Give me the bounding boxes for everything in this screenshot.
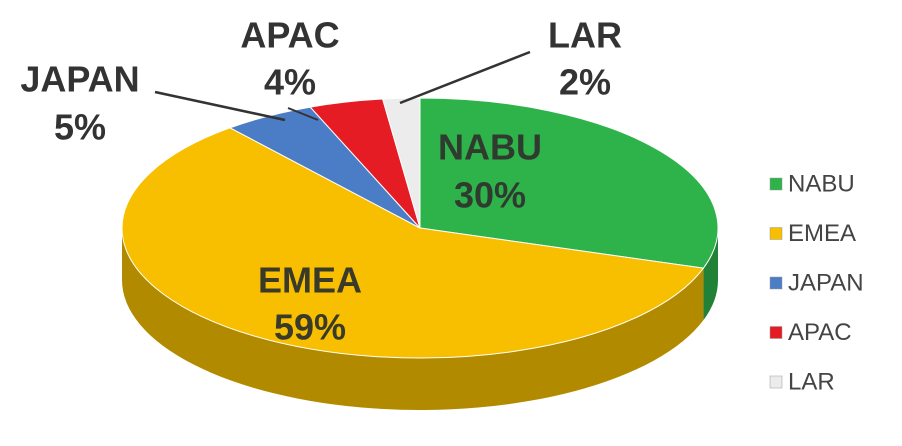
data-label-name: EMEA	[258, 260, 362, 301]
legend-swatch	[769, 227, 783, 240]
legend-label: NABU	[788, 170, 855, 197]
legend-label: EMEA	[788, 220, 856, 247]
slice	[121, 127, 705, 359]
data-label-name: JAPAN	[20, 59, 139, 100]
legend-swatch	[769, 276, 783, 290]
legend-swatch	[769, 375, 783, 389]
leader-line	[287, 107, 319, 121]
data-label: 2%	[559, 62, 611, 103]
data-label: 59%	[274, 307, 346, 348]
legend-swatch	[769, 326, 783, 339]
data-label-name: LAR	[548, 15, 622, 56]
slice	[381, 97, 421, 229]
leader-line	[154, 90, 286, 122]
data-label: 30%	[454, 175, 526, 216]
data-label-name: APAC	[240, 15, 339, 56]
slice	[419, 97, 719, 269]
legend-label: APAC	[788, 319, 852, 346]
leader-line	[399, 50, 531, 105]
legend-label: JAPAN	[788, 269, 864, 296]
data-label: 4%	[264, 62, 316, 103]
slice-side	[122, 228, 704, 411]
data-label: 5%	[54, 107, 106, 148]
slice-side	[703, 228, 718, 321]
legend-label: LAR	[788, 368, 835, 395]
data-label-name: NABU	[438, 127, 542, 168]
legend-swatch	[769, 177, 783, 191]
